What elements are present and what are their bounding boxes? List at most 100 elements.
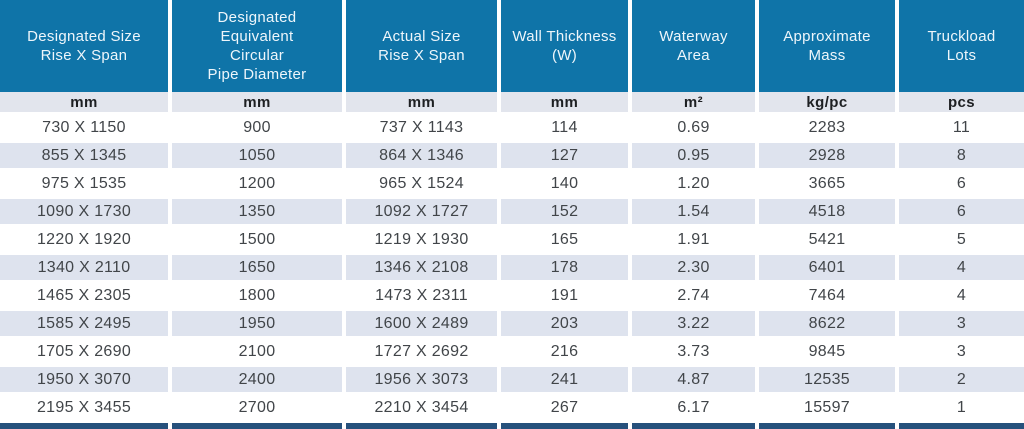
footer-strip-segment — [0, 423, 172, 429]
data-cell: 2.74 — [632, 283, 759, 311]
data-cell: 1.91 — [632, 227, 759, 255]
table-body: 730 X 1150 900 737 X 1143 114 0.69 2283 11 855 … — [0, 115, 1024, 423]
data-cell: 2.30 — [632, 255, 759, 283]
data-cell: 1950 — [172, 311, 346, 339]
data-cell: 2210 X 3454 — [346, 395, 501, 423]
data-cell: 1092 X 1727 — [346, 199, 501, 227]
unit-cell: m² — [632, 92, 759, 115]
table-row: 730 X 1150 900 737 X 1143 114 0.69 2283 11 — [0, 115, 1024, 143]
header-cell: Actual Size Rise X Span — [346, 0, 501, 92]
data-cell: 1.54 — [632, 199, 759, 227]
header-cell: Approximate Mass — [759, 0, 899, 92]
table-units-row: mm mm mm mm m² kg/pc pcs — [0, 92, 1024, 115]
table-row: 1220 X 1920 1500 1219 X 1930 165 1.91 5421 5 — [0, 227, 1024, 255]
data-cell: 203 — [501, 311, 632, 339]
header-cell: Truckload Lots — [899, 0, 1024, 92]
header-cell: Designated Size Rise X Span — [0, 0, 172, 92]
data-cell: 900 — [172, 115, 346, 143]
data-cell: 1800 — [172, 283, 346, 311]
unit-cell: mm — [172, 92, 346, 115]
data-cell: 1705 X 2690 — [0, 339, 172, 367]
data-cell: 1200 — [172, 171, 346, 199]
data-cell: 965 X 1524 — [346, 171, 501, 199]
data-cell: 1.20 — [632, 171, 759, 199]
data-cell: 4 — [899, 255, 1024, 283]
data-cell: 8622 — [759, 311, 899, 339]
data-cell: 2100 — [172, 339, 346, 367]
data-cell: 9845 — [759, 339, 899, 367]
data-cell: 4.87 — [632, 367, 759, 395]
data-cell: 1090 X 1730 — [0, 199, 172, 227]
data-cell: 5 — [899, 227, 1024, 255]
data-cell: 1500 — [172, 227, 346, 255]
data-cell: 2928 — [759, 143, 899, 171]
data-cell: 140 — [501, 171, 632, 199]
header-cell: Designated Equivalent Circular Pipe Diam… — [172, 0, 346, 92]
data-cell: 2700 — [172, 395, 346, 423]
data-cell: 6401 — [759, 255, 899, 283]
data-cell: 7464 — [759, 283, 899, 311]
table-row: 2195 X 3455 2700 2210 X 3454 267 6.17 15597 1 — [0, 395, 1024, 423]
data-cell: 3.22 — [632, 311, 759, 339]
footer-strip-segment — [501, 423, 632, 429]
table-row: 855 X 1345 1050 864 X 1346 127 0.95 2928 8 — [0, 143, 1024, 171]
table-row: 1340 X 2110 1650 1346 X 2108 178 2.30 6401 4 — [0, 255, 1024, 283]
table-row: 1585 X 2495 1950 1600 X 2489 203 3.22 8622 3 — [0, 311, 1024, 339]
data-cell: 8 — [899, 143, 1024, 171]
unit-cell: kg/pc — [759, 92, 899, 115]
data-cell: 4518 — [759, 199, 899, 227]
table-row: 1090 X 1730 1350 1092 X 1727 152 1.54 4518 6 — [0, 199, 1024, 227]
data-cell: 12535 — [759, 367, 899, 395]
data-cell: 216 — [501, 339, 632, 367]
unit-cell: mm — [346, 92, 501, 115]
footer-strip-segment — [899, 423, 1024, 429]
unit-cell: mm — [501, 92, 632, 115]
data-cell: 15597 — [759, 395, 899, 423]
data-cell: 4 — [899, 283, 1024, 311]
data-cell: 3 — [899, 311, 1024, 339]
data-cell: 1585 X 2495 — [0, 311, 172, 339]
header-cell: Waterway Area — [632, 0, 759, 92]
table-row: 1465 X 2305 1800 1473 X 2311 191 2.74 7464 4 — [0, 283, 1024, 311]
data-cell: 3665 — [759, 171, 899, 199]
data-cell: 2283 — [759, 115, 899, 143]
header-cell: Wall Thickness (W) — [501, 0, 632, 92]
footer-strip-segment — [632, 423, 759, 429]
data-cell: 1050 — [172, 143, 346, 171]
data-cell: 6 — [899, 171, 1024, 199]
data-cell: 267 — [501, 395, 632, 423]
data-cell: 975 X 1535 — [0, 171, 172, 199]
data-cell: 1600 X 2489 — [346, 311, 501, 339]
data-cell: 2195 X 3455 — [0, 395, 172, 423]
data-cell: 1465 X 2305 — [0, 283, 172, 311]
table-footer-strip — [0, 423, 1024, 429]
data-cell: 178 — [501, 255, 632, 283]
data-cell: 0.95 — [632, 143, 759, 171]
data-cell: 1350 — [172, 199, 346, 227]
data-cell: 114 — [501, 115, 632, 143]
data-cell: 730 X 1150 — [0, 115, 172, 143]
data-cell: 6 — [899, 199, 1024, 227]
data-cell: 191 — [501, 283, 632, 311]
data-cell: 1 — [899, 395, 1024, 423]
data-cell: 1950 X 3070 — [0, 367, 172, 395]
data-cell: 0.69 — [632, 115, 759, 143]
footer-strip-segment — [346, 423, 501, 429]
table-row: 975 X 1535 1200 965 X 1524 140 1.20 3665 6 — [0, 171, 1024, 199]
table-row: 1950 X 3070 2400 1956 X 3073 241 4.87 12535 2 — [0, 367, 1024, 395]
table-row: 1705 X 2690 2100 1727 X 2692 216 3.73 9845 3 — [0, 339, 1024, 367]
unit-cell: pcs — [899, 92, 1024, 115]
data-cell: 165 — [501, 227, 632, 255]
data-cell: 3.73 — [632, 339, 759, 367]
table-header-row: Designated Size Rise X Span Designated Eq… — [0, 0, 1024, 92]
data-cell: 5421 — [759, 227, 899, 255]
data-cell: 1220 X 1920 — [0, 227, 172, 255]
data-cell: 1219 X 1930 — [346, 227, 501, 255]
data-cell: 1727 X 2692 — [346, 339, 501, 367]
data-cell: 737 X 1143 — [346, 115, 501, 143]
data-cell: 2400 — [172, 367, 346, 395]
unit-cell: mm — [0, 92, 172, 115]
data-cell: 11 — [899, 115, 1024, 143]
footer-strip-segment — [172, 423, 346, 429]
